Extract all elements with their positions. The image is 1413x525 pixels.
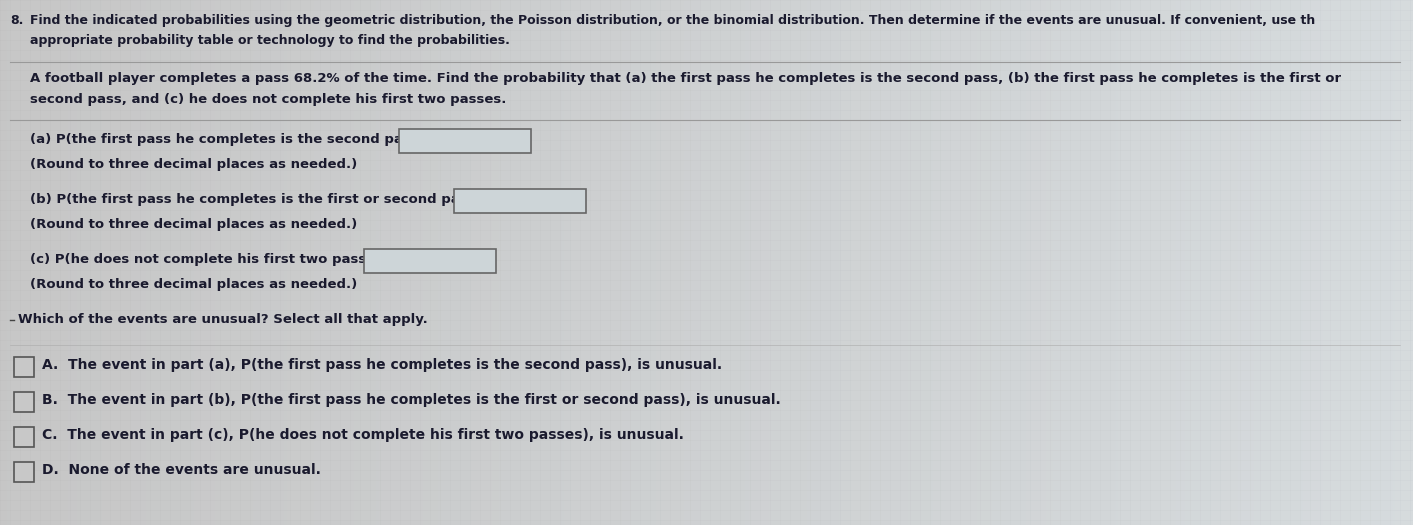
Text: (b) P(the first pass he completes is the first or second pass) =: (b) P(the first pass he completes is the… (30, 193, 497, 206)
Text: A.  The event in part (a), P(the first pass he completes is the second pass), is: A. The event in part (a), P(the first pa… (42, 358, 722, 372)
Text: A football player completes a pass 68.2% of the time. Find the probability that : A football player completes a pass 68.2%… (30, 72, 1341, 85)
FancyBboxPatch shape (14, 462, 34, 482)
FancyBboxPatch shape (454, 189, 586, 213)
FancyBboxPatch shape (14, 427, 34, 447)
Text: (Round to three decimal places as needed.): (Round to three decimal places as needed… (30, 218, 357, 231)
Text: 8.: 8. (10, 14, 24, 27)
Text: Which of the events are unusual? Select all that apply.: Which of the events are unusual? Select … (18, 313, 428, 326)
FancyBboxPatch shape (14, 357, 34, 377)
Text: B.  The event in part (b), P(the first pass he completes is the first or second : B. The event in part (b), P(the first pa… (42, 393, 781, 407)
Text: C.  The event in part (c), P(he does not complete his first two passes), is unus: C. The event in part (c), P(he does not … (42, 428, 684, 442)
Text: second pass, and (c) he does not complete his first two passes.: second pass, and (c) he does not complet… (30, 93, 506, 106)
Text: (Round to three decimal places as needed.): (Round to three decimal places as needed… (30, 158, 357, 171)
Text: (Round to three decimal places as needed.): (Round to three decimal places as needed… (30, 278, 357, 291)
Text: appropriate probability table or technology to find the probabilities.: appropriate probability table or technol… (30, 34, 510, 47)
Text: (c) P(he does not complete his first two passes) =: (c) P(he does not complete his first two… (30, 253, 406, 266)
FancyBboxPatch shape (14, 392, 34, 412)
Text: (a) P(the first pass he completes is the second pass) =: (a) P(the first pass he completes is the… (30, 133, 441, 146)
FancyBboxPatch shape (365, 249, 496, 273)
FancyBboxPatch shape (398, 129, 531, 153)
Text: Find the indicated probabilities using the geometric distribution, the Poisson d: Find the indicated probabilities using t… (30, 14, 1316, 27)
Text: D.  None of the events are unusual.: D. None of the events are unusual. (42, 463, 321, 477)
